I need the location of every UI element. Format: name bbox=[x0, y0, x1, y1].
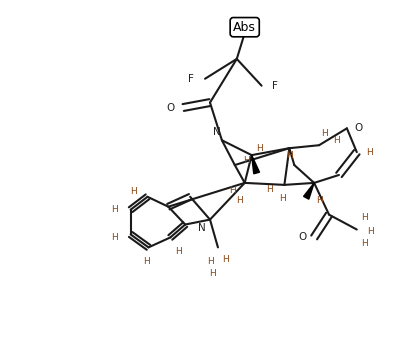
Text: H: H bbox=[368, 227, 374, 236]
Text: Abs: Abs bbox=[233, 21, 256, 34]
Text: H: H bbox=[223, 255, 229, 264]
Text: H: H bbox=[229, 186, 236, 195]
Text: H: H bbox=[361, 239, 368, 248]
Text: H: H bbox=[236, 196, 243, 205]
Text: H: H bbox=[366, 148, 373, 157]
Text: H: H bbox=[279, 194, 286, 203]
Polygon shape bbox=[304, 183, 314, 199]
Text: H: H bbox=[111, 205, 118, 214]
Text: H: H bbox=[256, 144, 263, 153]
Text: H: H bbox=[361, 213, 368, 222]
Text: O: O bbox=[354, 123, 363, 133]
Text: H: H bbox=[207, 257, 213, 266]
Text: H: H bbox=[111, 233, 118, 242]
Text: O: O bbox=[298, 233, 306, 242]
Text: H: H bbox=[316, 196, 323, 205]
Text: O: O bbox=[166, 103, 174, 113]
Text: H: H bbox=[321, 129, 328, 138]
Text: H: H bbox=[266, 186, 273, 194]
Text: H: H bbox=[175, 247, 181, 256]
Text: H: H bbox=[286, 151, 293, 160]
Text: H: H bbox=[143, 257, 150, 266]
Text: F: F bbox=[272, 81, 277, 91]
Text: N: N bbox=[198, 223, 206, 233]
Text: H: H bbox=[210, 269, 216, 278]
Text: H: H bbox=[243, 155, 250, 165]
Text: N: N bbox=[213, 127, 221, 137]
Text: F: F bbox=[188, 74, 194, 84]
Text: H: H bbox=[333, 136, 340, 145]
Polygon shape bbox=[252, 155, 260, 174]
Text: H: H bbox=[130, 187, 137, 196]
